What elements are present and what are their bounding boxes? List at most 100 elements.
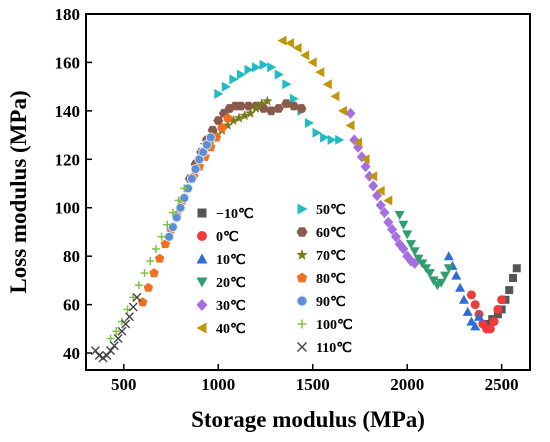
data-point [146,257,155,266]
data-point [235,101,246,111]
legend-marker [196,322,207,334]
y-tick-label: 80 [63,247,80,266]
legend-label: 70℃ [316,249,346,264]
data-point [221,81,231,92]
data-point [406,240,416,250]
data-point [470,300,480,310]
legend-label: 100℃ [316,318,353,333]
x-tick-label: 2500 [485,375,519,394]
series-2 [443,251,484,331]
data-point [443,264,454,274]
series-12 [90,292,142,363]
data-point [140,269,149,278]
data-point [390,231,401,243]
data-point [163,220,172,229]
data-point [207,125,218,135]
legend-item: 110℃ [297,341,352,356]
legend-item: 90℃ [296,295,346,310]
data-point [168,208,177,217]
x-tick-label: 500 [111,375,137,394]
data-point [129,293,138,302]
legend-marker [297,319,307,329]
data-point [121,319,131,329]
x-tick-label: 2000 [390,375,424,394]
x-tick-label: 1000 [201,375,235,394]
data-point [368,171,378,182]
data-point [493,310,502,319]
legend-item: 10℃ [196,253,246,268]
data-point [436,278,447,288]
data-point [106,334,115,343]
data-point [292,42,302,53]
data-point [157,232,166,241]
data-point [375,185,385,196]
data-point [244,64,254,75]
data-point [245,107,256,118]
data-point [327,134,337,145]
legend-item: −10℃ [197,207,254,222]
x-tick-label: 1500 [296,375,330,394]
data-point [307,57,317,68]
data-point [375,199,386,211]
data-point [440,271,450,281]
data-point [174,196,183,205]
data-point [451,270,462,280]
data-point [322,79,332,90]
y-tick-label: 120 [55,150,81,169]
data-point [137,297,148,307]
legend-marker [296,227,308,237]
data-point [409,257,420,269]
data-point [102,350,112,360]
data-point [360,154,370,165]
legend-item: 40℃ [196,322,246,337]
series-11 [106,184,189,343]
legend-label: 90℃ [316,295,346,310]
legend-item: 0℃ [197,230,239,245]
data-point [233,112,245,123]
data-point [180,184,189,193]
legend-label: −10℃ [216,207,254,222]
data-point [229,74,239,85]
data-point [154,253,165,263]
data-point [117,326,127,336]
data-point [505,286,514,295]
data-point [398,220,409,230]
data-point [134,281,143,290]
data-point [267,62,277,73]
legend-label: 110℃ [316,341,352,356]
data-point [304,118,314,128]
data-point [462,306,473,316]
data-point [252,62,261,73]
legend-marker [296,249,308,260]
legend-item: 60℃ [296,226,346,241]
data-point [259,59,269,70]
legend-item: 100℃ [297,318,353,333]
legend-marker [297,203,308,215]
data-point [149,268,159,278]
data-point [132,292,142,302]
data-point [338,105,347,116]
data-point [262,95,273,106]
data-point [143,282,154,292]
data-point [186,173,197,184]
legend-item: 50℃ [297,203,346,218]
data-point [360,161,371,173]
data-point [455,282,466,292]
data-point [489,317,499,327]
data-point [345,107,356,119]
data-point [239,110,250,121]
legend-item: 70℃ [296,249,346,264]
data-point [281,99,292,108]
data-point [320,132,330,143]
data-point [424,269,435,279]
data-point [409,247,420,257]
data-point [417,259,428,269]
y-tick-label: 40 [63,344,80,363]
y-tick-label: 100 [55,199,81,218]
data-point [312,127,322,138]
data-point [512,264,521,273]
legend-item: 30℃ [196,299,246,314]
data-point [113,334,123,344]
data-point [222,113,233,123]
y-tick-label: 160 [55,53,81,72]
